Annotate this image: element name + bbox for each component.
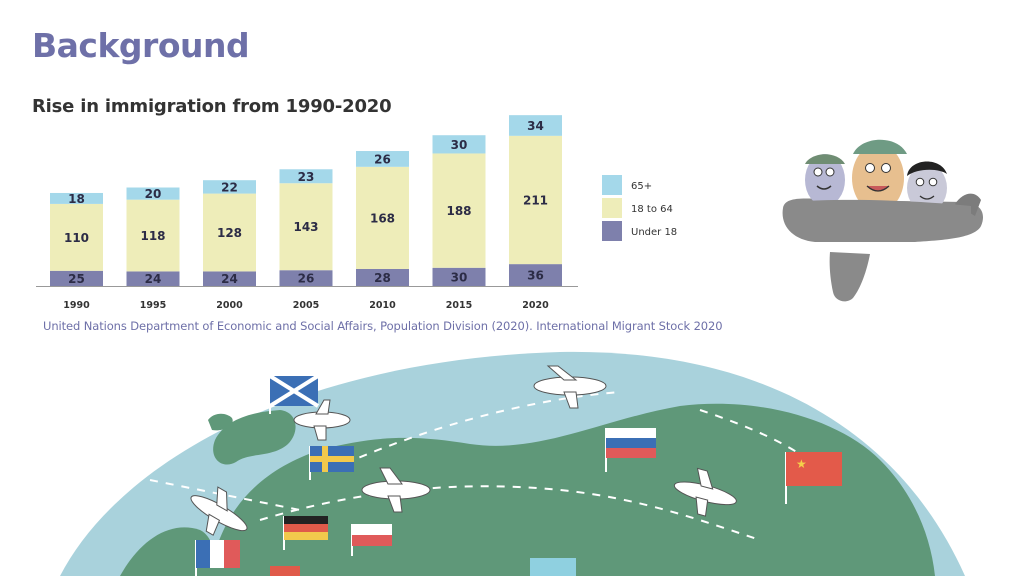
data-label: 26 — [374, 152, 391, 166]
page-title: Background — [32, 26, 250, 65]
data-label: 168 — [370, 211, 395, 225]
scotland-flag-icon — [268, 374, 320, 414]
svg-text:★: ★ — [796, 457, 807, 471]
partial-flag-icon — [270, 566, 300, 576]
germany-flag-icon — [283, 516, 328, 550]
x-tick-label: 1995 — [140, 300, 166, 311]
bar-segment-18-to-64-1990 — [50, 203, 103, 271]
russia-flag-icon — [605, 428, 656, 472]
data-label: 25 — [68, 272, 85, 286]
x-tick-label: 2010 — [369, 300, 396, 311]
bar-segment-65--2005 — [279, 169, 333, 184]
data-label: 30 — [451, 270, 468, 284]
data-label: 118 — [140, 229, 165, 243]
bar-segment-under-18-2005 — [279, 270, 333, 286]
china-flag-icon: ★ — [785, 452, 842, 504]
x-tick-label: 1990 — [63, 300, 90, 311]
plane-icon — [533, 365, 607, 409]
france-flag-icon — [195, 540, 240, 576]
stacked-bar-chart: 25 110 18 1990 24 118 20 1995 24 128 22 2000 26 143 23… — [36, 115, 677, 311]
bar-segment-under-18-2020 — [509, 264, 562, 286]
x-tick-label: 2005 — [293, 300, 319, 311]
data-label: 211 — [523, 193, 548, 207]
x-tick-label: 2000 — [216, 300, 243, 311]
bar-segment-under-18-1990 — [50, 270, 103, 286]
plane-icon — [361, 467, 431, 513]
legend-label: Under 18 — [631, 227, 677, 238]
bar-segment-under-18-2010 — [356, 268, 409, 286]
bar-segment-18-to-64-1995 — [126, 199, 180, 272]
source-citation: United Nations Department of Economic an… — [43, 319, 723, 333]
kazakhstan-flag-icon — [530, 558, 576, 576]
legend-label: 18 to 64 — [631, 204, 673, 215]
legend-label: 65+ — [631, 181, 652, 192]
bar-segment-65--1995 — [126, 187, 180, 200]
data-label: 24 — [221, 272, 238, 286]
plane-icon — [673, 467, 737, 517]
bar-segment-18-to-64-2005 — [279, 183, 333, 271]
plane-icon — [190, 486, 248, 536]
plane-icon — [293, 399, 351, 441]
data-label: 24 — [145, 272, 162, 286]
bar-segment-65--2020 — [509, 115, 562, 136]
data-label: 22 — [221, 180, 238, 194]
bar-segment-under-18-1995 — [126, 271, 180, 286]
data-label: 36 — [527, 269, 544, 283]
data-label: 128 — [217, 226, 242, 240]
legend-swatch — [602, 198, 622, 218]
x-tick-label: 2015 — [446, 300, 472, 311]
chart-title: Rise in immigration from 1990-2020 — [32, 96, 392, 117]
bar-segment-65--2000 — [203, 180, 256, 194]
legend-swatch — [602, 175, 622, 195]
legend-swatch — [602, 221, 622, 241]
bar-segment-18-to-64-2015 — [432, 153, 486, 268]
data-label: 143 — [293, 220, 318, 234]
data-label: 30 — [451, 138, 468, 152]
bar-segment-under-18-2000 — [203, 271, 256, 286]
bar-segment-65--2015 — [432, 135, 486, 154]
globe-with-planes-and-flags-icon: ★ — [60, 351, 965, 576]
fingerprint-passengers-on-plane-icon — [782, 139, 984, 302]
bar-segment-18-to-64-2000 — [203, 193, 256, 272]
bar-segment-65--2010 — [356, 151, 409, 167]
poland-flag-icon — [351, 524, 392, 556]
bar-segment-under-18-2015 — [432, 267, 486, 286]
data-label: 18 — [68, 192, 85, 206]
data-label: 26 — [298, 272, 315, 286]
bar-segment-65--1990 — [50, 192, 103, 204]
data-label: 188 — [446, 204, 471, 218]
x-tick-label: 2020 — [522, 300, 549, 311]
sweden-flag-icon — [309, 446, 354, 480]
bar-segment-18-to-64-2020 — [509, 135, 562, 265]
data-label: 28 — [374, 271, 391, 285]
data-label: 23 — [298, 170, 315, 184]
data-label: 34 — [527, 119, 544, 133]
data-label: 110 — [64, 231, 89, 245]
data-label: 20 — [145, 187, 162, 201]
bar-segment-18-to-64-2010 — [356, 166, 409, 269]
